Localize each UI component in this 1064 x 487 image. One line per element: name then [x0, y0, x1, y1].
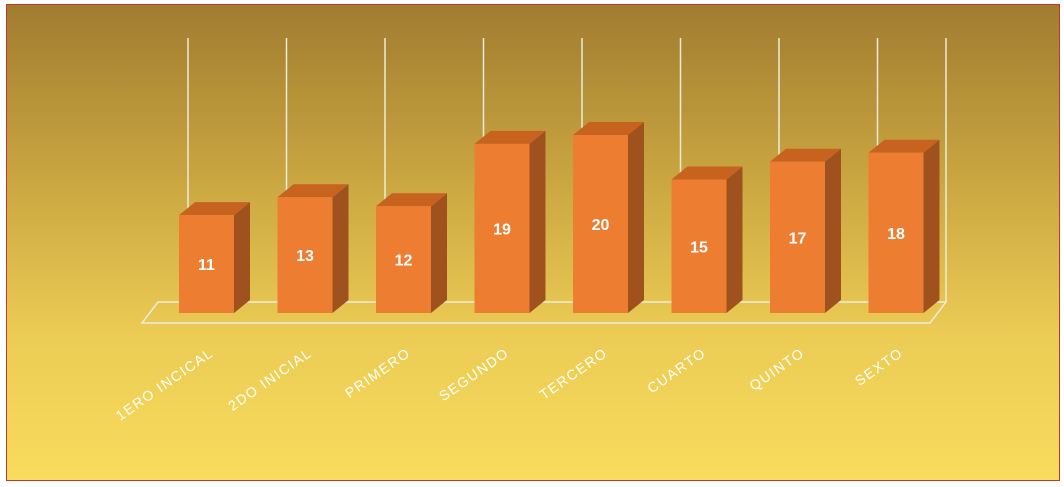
bar-side-face: [431, 193, 447, 313]
category-label: SEXTO: [852, 344, 906, 388]
bar-top-face: [671, 166, 743, 180]
bar: [376, 206, 431, 313]
data-label: 20: [592, 217, 610, 234]
bar-side-face: [234, 202, 250, 313]
bar: [770, 161, 825, 313]
bar: [179, 215, 234, 313]
bar-chart-3d: 11 13 12 19 20 15 17 18 1ERO INCICAL 2DO INICIAL P…: [113, 38, 948, 424]
data-label: 12: [395, 253, 413, 270]
data-label: 17: [789, 230, 807, 247]
bar-side-face: [825, 148, 841, 313]
data-label: 15: [690, 239, 708, 256]
bar-top-face: [277, 184, 349, 198]
category-label: CUARTO: [644, 344, 709, 396]
data-label: 18: [887, 226, 905, 243]
bar-top-face: [868, 139, 940, 153]
bar-side-face: [923, 139, 940, 313]
category-label: SEGUNDO: [436, 344, 512, 404]
category-label: TERCERO: [536, 344, 610, 402]
bar: [573, 135, 628, 313]
category-label: 1ERO INCICAL: [113, 344, 217, 423]
bar-top-face: [179, 202, 250, 216]
bar-side-face: [628, 122, 644, 313]
category-label: QUINTO: [746, 344, 807, 393]
bar-top-face: [573, 122, 644, 135]
bar: [671, 179, 727, 313]
data-label: 13: [296, 248, 314, 265]
bar-side-face: [332, 184, 349, 313]
category-label: PRIMERO: [342, 344, 413, 401]
data-label: 19: [493, 221, 511, 238]
bar-top-face: [770, 148, 841, 162]
data-label: 11: [198, 257, 215, 274]
bar: [868, 152, 924, 313]
bar: [277, 197, 333, 313]
bar: [474, 143, 530, 313]
bar-top-face: [474, 130, 546, 144]
bar-top-face: [376, 193, 447, 207]
bar-side-face: [726, 166, 743, 313]
bar-side-face: [529, 130, 546, 313]
chart-frame: 11 13 12 19 20 15 17 18 1ERO INCICAL 2DO INICIAL P…: [6, 4, 1060, 481]
category-label: 2DO INICIAL: [225, 344, 315, 413]
